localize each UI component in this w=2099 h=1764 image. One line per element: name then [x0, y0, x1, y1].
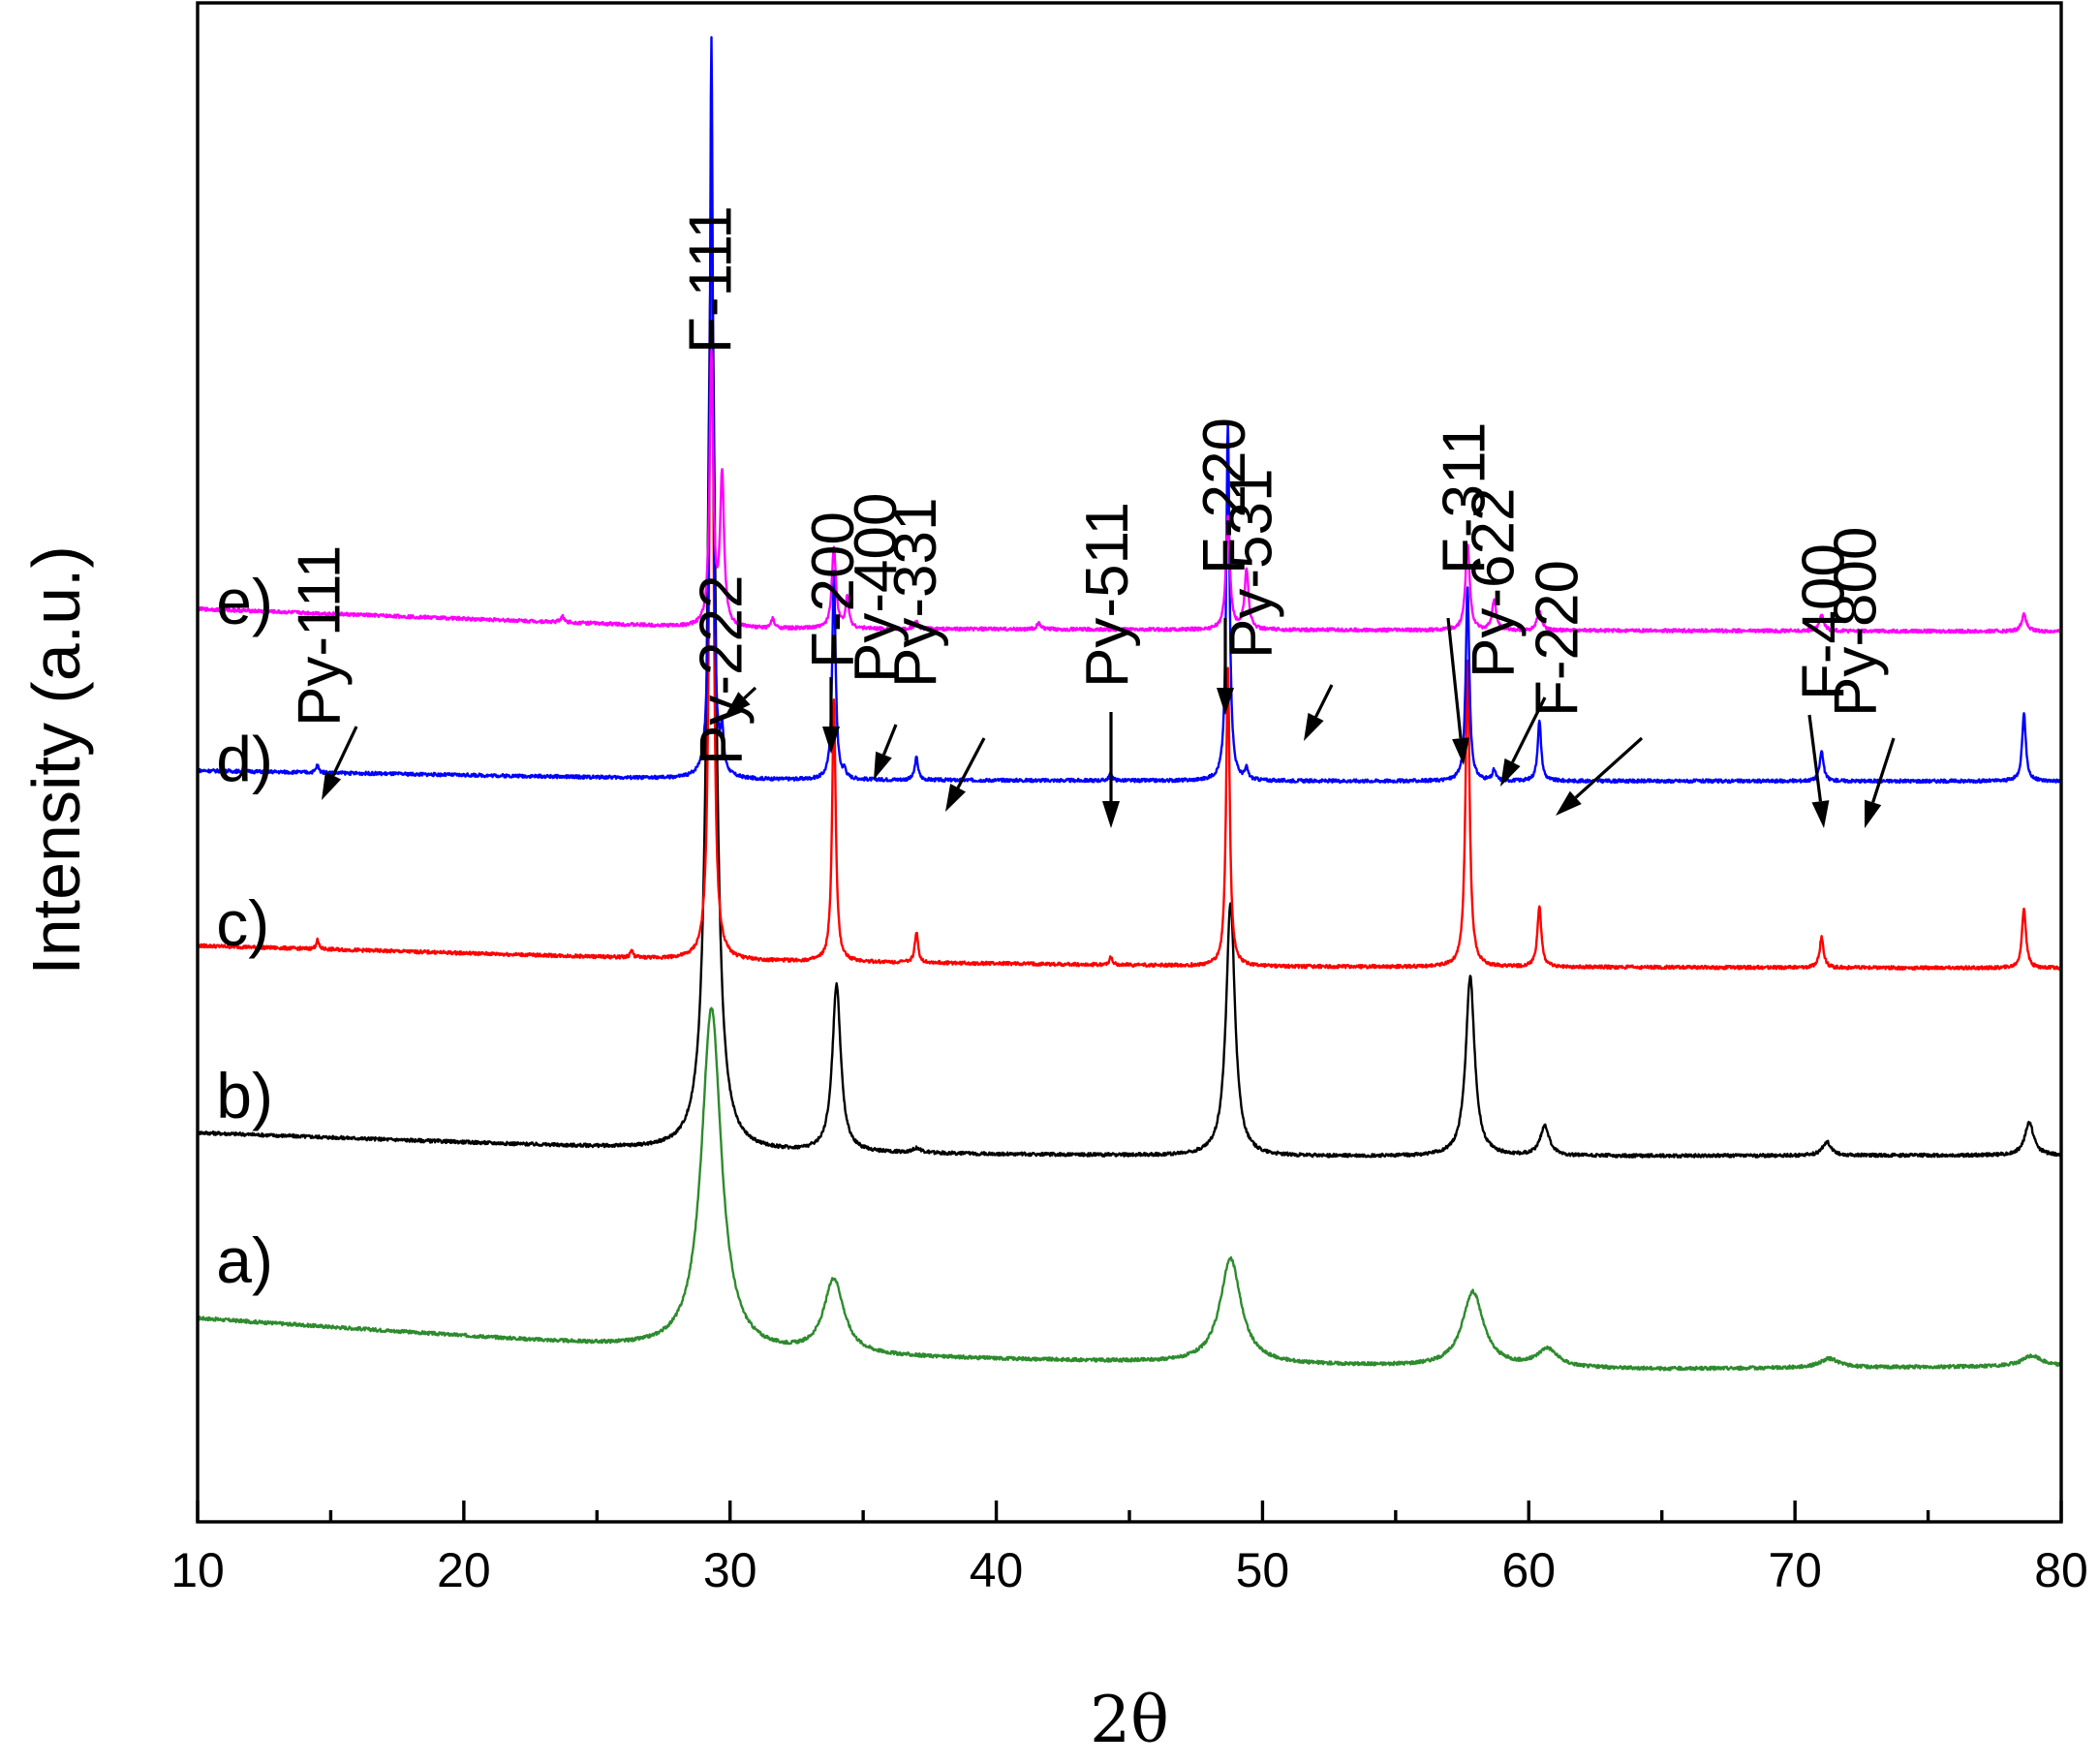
peak-label: Py-400 — [843, 493, 910, 683]
arrow-head — [1865, 799, 1882, 828]
peak-label: F-200 — [800, 511, 867, 668]
peak-label: F-311 — [1431, 422, 1497, 574]
peak-label: F-220 — [1525, 560, 1591, 717]
arrow-head — [945, 784, 966, 812]
y-axis-title: Intensity (a.u.) — [18, 545, 94, 975]
arrow-head — [874, 751, 892, 780]
series-label: d) — [216, 723, 273, 794]
x-tick-label: 30 — [703, 1543, 757, 1597]
arrow-head — [1500, 758, 1521, 787]
series-5-line — [196, 349, 2062, 634]
arrow-line — [331, 726, 358, 777]
arrow-head — [1452, 737, 1469, 765]
series-label: b) — [216, 1060, 273, 1131]
arrow-head — [1102, 801, 1120, 828]
peak-label: Py-222 — [689, 575, 756, 765]
traces-layer — [196, 36, 2063, 1372]
arrow-line — [881, 724, 898, 756]
axes-layer — [196, 1, 2063, 1524]
peak-label: F-220 — [1191, 418, 1258, 574]
series-4-line — [197, 36, 2062, 785]
arrow-line — [1446, 617, 1463, 739]
peak-label: F-111 — [678, 205, 745, 354]
arrow-head — [322, 771, 342, 800]
x-tick-label: 10 — [170, 1543, 225, 1597]
arrow-head — [1811, 800, 1830, 828]
x-axis-title: 2θ — [1090, 1683, 1169, 1757]
plot-frame — [196, 1, 2063, 1524]
series-label: e) — [216, 566, 273, 637]
x-tick-label: 70 — [1768, 1543, 1822, 1597]
arrow-line — [1574, 736, 1644, 799]
peak-label: Py-531 — [1218, 469, 1284, 659]
arrow-head — [1304, 712, 1324, 741]
series-1-line — [197, 1006, 2063, 1372]
arrow-line — [1314, 684, 1334, 718]
series-label: a) — [216, 1224, 273, 1296]
arrow-head — [822, 727, 840, 754]
arrow-line — [743, 686, 757, 700]
peak-label: Py-622 — [1461, 488, 1528, 678]
peak-label: Py-511 — [1074, 502, 1141, 688]
x-tick-label: 80 — [2034, 1543, 2088, 1597]
peak-label: F-400 — [1790, 543, 1857, 700]
arrow-head — [1556, 790, 1582, 816]
x-tick-label: 20 — [437, 1543, 491, 1597]
peak-label: Py-800 — [1822, 527, 1889, 717]
series-3-line — [196, 92, 2062, 971]
arrow-line — [1511, 696, 1547, 763]
arrow-line — [1807, 714, 1823, 802]
x-tick-label: 60 — [1501, 1543, 1556, 1597]
series-labels: a) b) c) d) e) — [216, 566, 273, 1296]
arrow-head — [1217, 688, 1234, 715]
arrow-line — [956, 737, 986, 789]
series-2-line — [196, 235, 2063, 1159]
arrow-line — [1871, 737, 1896, 803]
peak-label: Py-111 — [286, 545, 353, 727]
x-tick-label: 50 — [1236, 1543, 1290, 1597]
series-label: c) — [216, 887, 269, 959]
x-ticks: 10 20 30 40 50 60 70 80 — [170, 1501, 2088, 1597]
peak-label: Py-331 — [882, 498, 949, 688]
arrow-head — [725, 692, 751, 717]
x-tick-label: 40 — [970, 1543, 1024, 1597]
